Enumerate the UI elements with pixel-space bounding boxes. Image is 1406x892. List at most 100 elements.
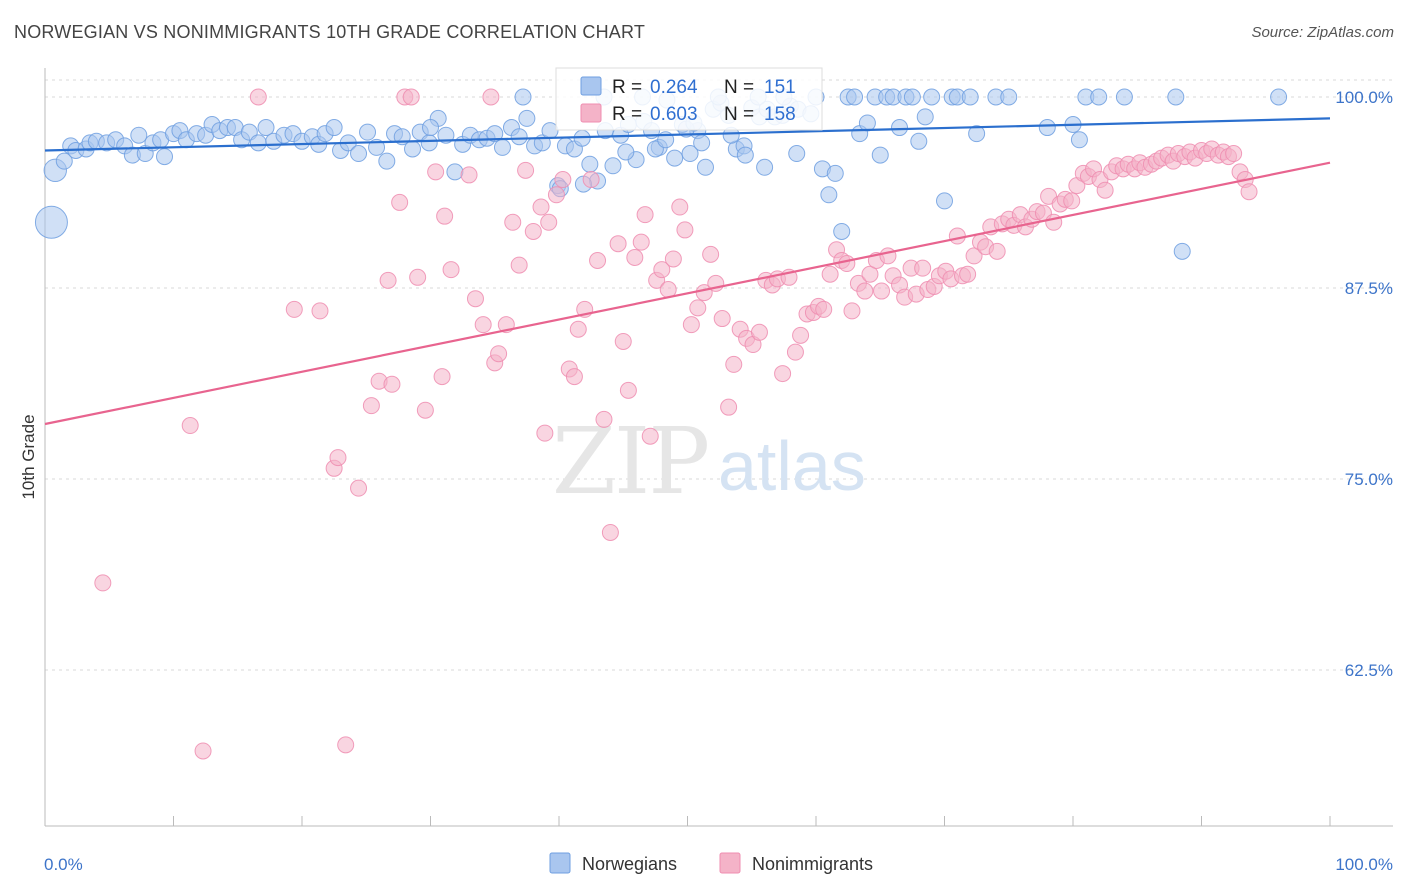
y-tick-label: 62.5% xyxy=(1345,661,1393,680)
norwegian-point xyxy=(604,157,622,175)
nonimmigrant-point xyxy=(632,233,650,251)
watermark-zip: ZIP xyxy=(552,408,708,515)
nonimmigrant-point xyxy=(792,326,810,344)
stats-legend: R = 0.264 N = 151 R = 0.603 N = 158 xyxy=(555,67,823,131)
norwegian-point xyxy=(1000,88,1018,106)
norwegian-point xyxy=(681,145,699,163)
nonimmigrant-point xyxy=(460,166,478,184)
nonimmigrant-point xyxy=(569,320,587,338)
y-tick-label: 75.0% xyxy=(1345,470,1393,489)
norwegian-point xyxy=(581,155,599,173)
nonimmigrant-point xyxy=(482,88,500,106)
nonimmigrant-point xyxy=(838,255,856,273)
y-tick-label: 100.0% xyxy=(1335,88,1393,107)
norwegian-point xyxy=(871,146,889,164)
nonimmigrant-point xyxy=(750,323,768,341)
legend-label-norwegians: Norwegians xyxy=(582,854,677,874)
nonimmigrant-point xyxy=(565,368,583,386)
norwegian-point xyxy=(910,132,928,150)
nonimmigrant-point xyxy=(532,198,550,216)
source-label: Source: ZipAtlas.com xyxy=(1251,24,1394,41)
nonimmigrant-point xyxy=(1096,181,1114,199)
nonimmigrant-point xyxy=(1225,145,1243,163)
norwegian-point xyxy=(1038,119,1056,137)
norwegian-point xyxy=(378,152,396,170)
stats-legend-swatch-norwegians xyxy=(580,76,602,96)
norwegian-point xyxy=(1173,242,1191,260)
nonimmigrant-point xyxy=(1063,192,1081,210)
nonimmigrant-point xyxy=(504,213,522,231)
legend-label-nonimmigrants: Nonimmigrants xyxy=(752,854,873,874)
nonimmigrant-point xyxy=(362,397,380,415)
norwegian-point xyxy=(518,109,536,127)
x-ticks xyxy=(44,816,1331,826)
nonimmigrant-point xyxy=(948,227,966,245)
nonimmigrant-point xyxy=(433,368,451,386)
norwegian-point xyxy=(510,128,528,146)
norwegian-point xyxy=(34,205,68,239)
norwegians-trend-line xyxy=(44,117,1331,152)
stats-r-label-nonimmigrants: R = xyxy=(612,104,642,125)
norwegian-point xyxy=(359,123,377,141)
nonimmigrant-point xyxy=(609,235,627,253)
norwegian-point xyxy=(833,222,851,240)
nonimmigrant-point xyxy=(94,574,112,592)
norwegian-point xyxy=(350,145,368,163)
chart-title: NORWEGIAN VS NONIMMIGRANTS 10TH GRADE CO… xyxy=(14,22,646,42)
norwegian-point xyxy=(696,158,714,176)
y-tick-label: 87.5% xyxy=(1345,279,1393,298)
norwegian-point xyxy=(891,119,909,137)
norwegian-point xyxy=(368,138,386,156)
stats-r-value-norwegians: 0.264 xyxy=(650,77,698,98)
stats-n-label-nonimmigrants: N = xyxy=(724,104,754,125)
nonimmigrant-point xyxy=(619,381,637,399)
stats-legend-swatch-nonimmigrants xyxy=(580,103,602,123)
nonimmigrant-point xyxy=(959,265,977,283)
nonimmigrant-point xyxy=(536,424,554,442)
nonimmigrant-point xyxy=(350,479,368,497)
norwegian-point xyxy=(1270,88,1288,106)
nonimmigrant-point xyxy=(466,290,484,308)
norwegian-point xyxy=(446,163,464,181)
nonimmigrant-point xyxy=(194,742,212,760)
norwegian-point xyxy=(1090,88,1108,106)
norwegian-point xyxy=(923,88,941,106)
norwegian-point xyxy=(422,119,439,137)
nonimmigrant-point xyxy=(821,265,839,283)
nonimmigrant-point xyxy=(720,398,738,416)
norwegian-point xyxy=(968,125,986,143)
nonimmigrant-point xyxy=(311,302,329,320)
nonimmigrant-point xyxy=(547,186,565,204)
nonimmigrant-point xyxy=(554,171,572,189)
stats-r-value-nonimmigrants: 0.603 xyxy=(650,104,698,125)
norwegian-point xyxy=(1070,131,1088,149)
norwegian-point xyxy=(846,88,864,106)
axes xyxy=(44,68,1393,827)
x-tick-label: 0.0% xyxy=(44,855,83,874)
norwegian-point xyxy=(756,158,774,176)
nonimmigrant-point xyxy=(713,310,731,328)
nonimmigrants-trend-line xyxy=(44,161,1331,426)
norwegian-point xyxy=(156,148,174,166)
norwegian-point xyxy=(903,88,921,106)
nonimmigrant-point xyxy=(689,299,707,317)
norwegian-point xyxy=(249,134,267,152)
x-tick-label: 100.0% xyxy=(1335,855,1393,874)
nonimmigrant-point xyxy=(249,88,267,106)
x-tick-labels: 0.0% 100.0% xyxy=(44,855,1393,874)
norwegian-point xyxy=(826,164,844,182)
norwegian-point xyxy=(936,192,953,210)
nonimmigrant-point xyxy=(861,265,879,283)
nonimmigrant-point xyxy=(873,282,891,300)
nonimmigrant-point xyxy=(988,242,1006,260)
norwegian-point xyxy=(1167,88,1185,106)
nonimmigrant-point xyxy=(524,222,542,240)
norwegian-point xyxy=(55,152,73,170)
norwegian-point xyxy=(916,108,934,126)
nonimmigrant-point xyxy=(702,245,720,263)
nonimmigrant-point xyxy=(379,271,397,289)
nonimmigrant-point xyxy=(786,343,804,361)
nonimmigrant-point xyxy=(582,171,600,189)
nonimmigrant-point xyxy=(601,523,619,541)
